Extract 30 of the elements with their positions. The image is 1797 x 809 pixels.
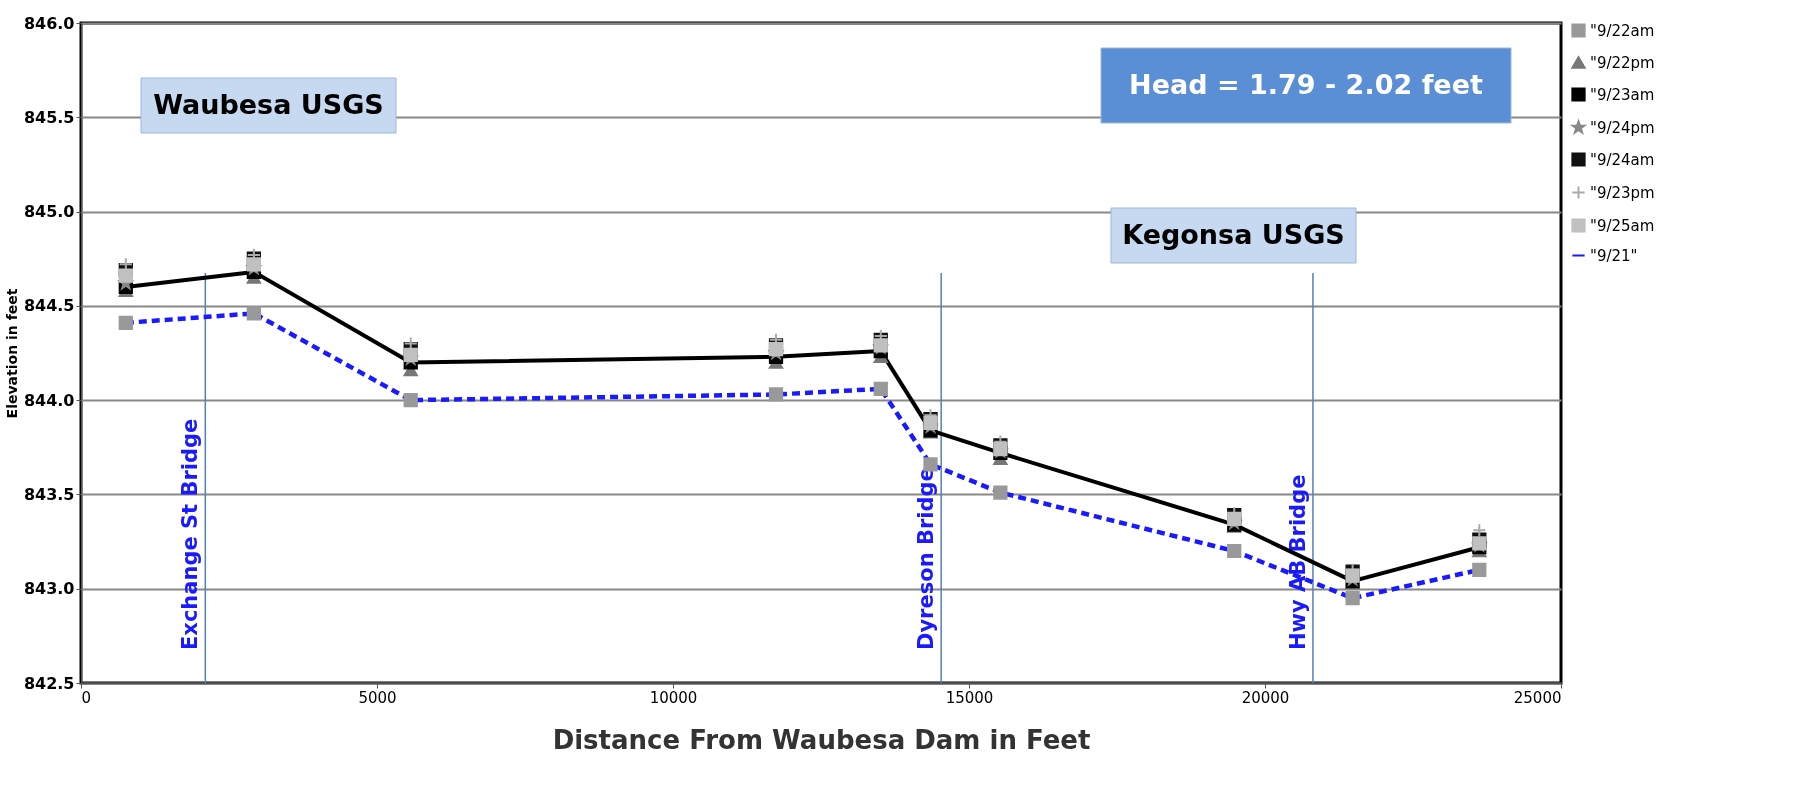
x-tick-label: 20000 <box>1241 688 1290 707</box>
y-tick-label: 845.5 <box>23 107 75 127</box>
y-tick-label: 846.0 <box>23 13 75 33</box>
x-tick-label: 25000 <box>1513 688 1562 707</box>
x-tick-label: 5000 <box>358 688 397 707</box>
annotation: Waubesa USGS <box>153 88 384 120</box>
legend-label: "9/21" <box>1590 246 1638 265</box>
x-tick-label: 10000 <box>649 688 698 707</box>
legend-label: "9/24pm <box>1590 118 1655 137</box>
y-axis-title: Elevation in feet <box>3 288 20 419</box>
y-tick-label: 845.0 <box>23 202 75 222</box>
legend-label: "9/24am <box>1590 150 1655 169</box>
annotation: Head = 1.79 - 2.02 feet <box>1129 68 1483 100</box>
legend-label: "9/23am <box>1590 85 1655 104</box>
ref-line-label: Exchange St Bridge <box>178 418 203 650</box>
y-tick-label: 843.5 <box>23 484 75 504</box>
legend-label: "9/22pm <box>1590 53 1655 72</box>
x-tick-label: 0 <box>81 688 92 707</box>
y-tick-label: 844.5 <box>23 296 75 316</box>
y-tick-label: 843.0 <box>23 579 75 599</box>
ref-line-label: Dyreson Bridge <box>914 467 939 650</box>
y-tick-label: 844.0 <box>23 390 75 410</box>
x-axis-title: Distance From Waubesa Dam in Feet <box>552 724 1091 755</box>
legend-label: "9/22am <box>1590 21 1655 40</box>
legend-label: "9/23pm <box>1590 183 1655 202</box>
legend-label: "9/25am <box>1590 216 1655 235</box>
x-tick-label: 15000 <box>945 688 994 707</box>
ref-line-label: Hwy AB Bridge <box>1285 474 1310 650</box>
annotation: Kegonsa USGS <box>1122 218 1345 250</box>
y-tick-label: 842.5 <box>23 673 75 693</box>
